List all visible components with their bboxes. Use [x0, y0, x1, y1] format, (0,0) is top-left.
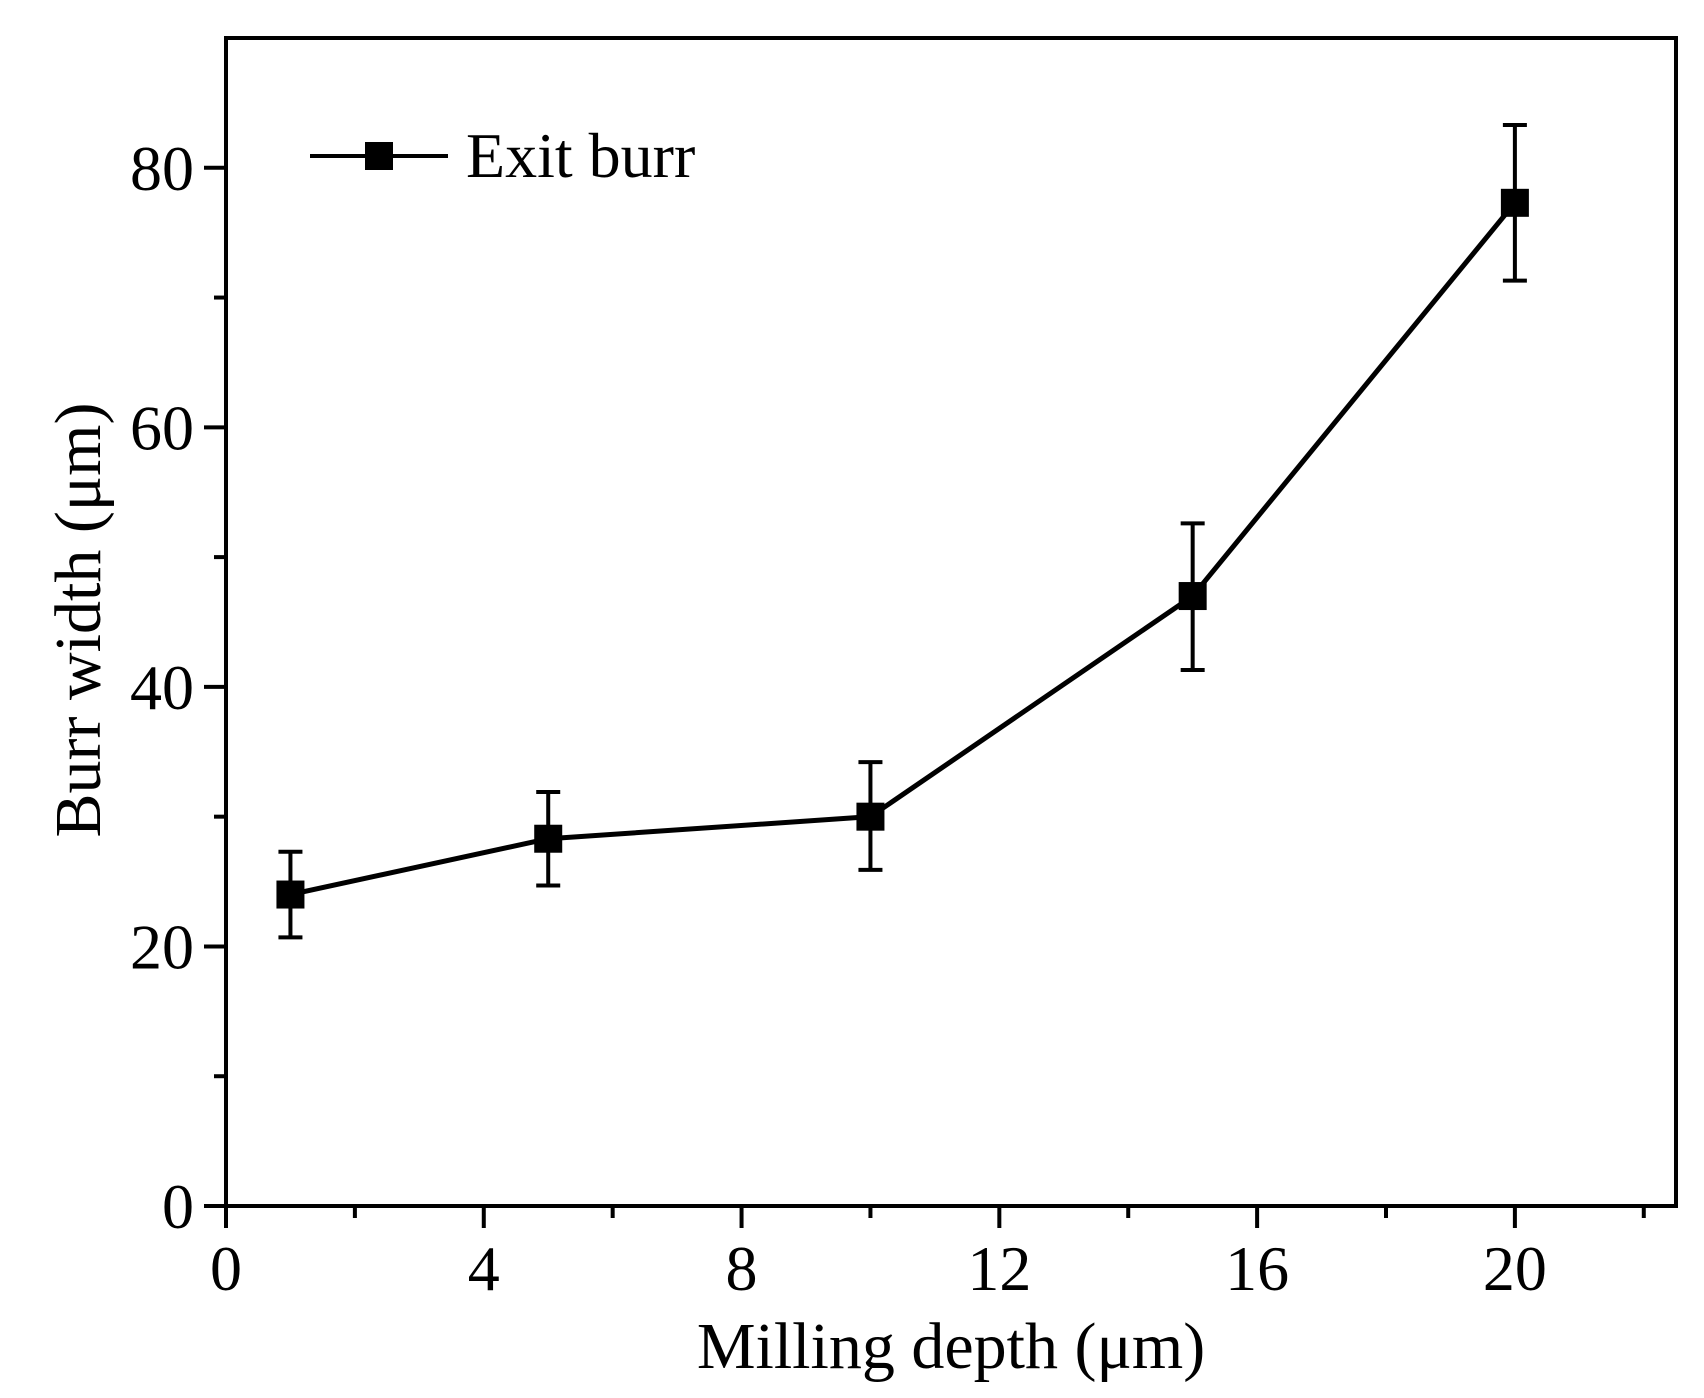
data-point-marker	[534, 824, 563, 853]
x-tick-label: 8	[726, 1233, 758, 1304]
series-layer	[276, 122, 1529, 940]
x-tick-label: 12	[967, 1233, 1031, 1304]
data-point-marker	[1178, 582, 1207, 611]
y-tick-label: 40	[130, 652, 194, 723]
legend-marker-swatch	[365, 142, 393, 170]
legend-label-exit-burr: Exit burr	[466, 120, 695, 191]
y-tick-label: 60	[130, 392, 194, 463]
y-axis-title: Burr width (μm)	[42, 403, 115, 838]
plot-frame	[224, 36, 1678, 1208]
x-tick-label: 0	[210, 1233, 242, 1304]
minor-ticks	[214, 295, 1646, 1218]
x-tick-label: 4	[468, 1233, 500, 1304]
y-tick-label: 0	[162, 1171, 194, 1242]
x-tick-label: 20	[1483, 1233, 1547, 1304]
tick-labels: 0 4 8 12 16 20 0 20 40 60 80	[130, 133, 1547, 1304]
data-point-marker	[276, 880, 305, 909]
y-tick-label: 20	[130, 911, 194, 982]
data-point-marker	[1500, 188, 1529, 217]
series-line-exit-burr	[289, 201, 1517, 897]
y-tick-label: 80	[130, 133, 194, 204]
x-axis-title: Milling depth (μm)	[697, 1310, 1205, 1383]
legend: Exit burr	[310, 120, 695, 191]
major-ticks	[204, 165, 1517, 1228]
data-point-marker	[856, 802, 885, 831]
x-tick-label: 16	[1225, 1233, 1289, 1304]
